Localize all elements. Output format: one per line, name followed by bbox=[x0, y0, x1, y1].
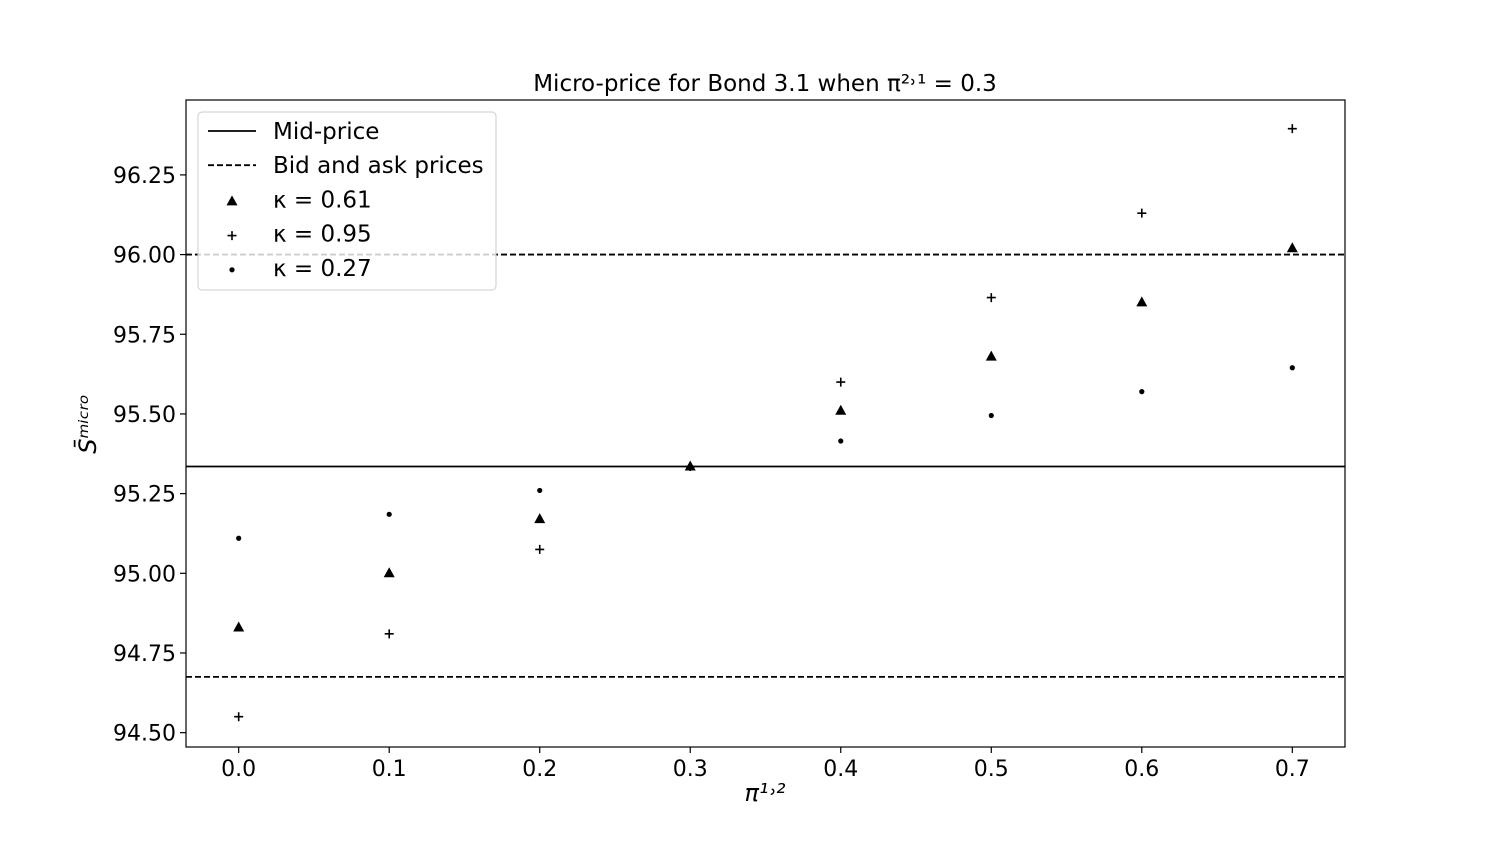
dot-marker bbox=[236, 535, 242, 541]
axes-frame bbox=[185, 99, 1346, 748]
plus-marker bbox=[1287, 124, 1297, 134]
x-axis: 0.0 0.1 0.2 0.3 0.4 0.5 0.6 0.7 bbox=[221, 747, 1310, 782]
triangle-marker bbox=[985, 350, 997, 361]
legend-label: κ = 0.61 bbox=[273, 187, 372, 213]
y-tick-label: 95.00 bbox=[113, 562, 176, 587]
legend-label: κ = 0.95 bbox=[273, 222, 372, 248]
plus-marker bbox=[986, 293, 996, 303]
y-tick-label: 96.00 bbox=[113, 244, 176, 269]
plus-marker bbox=[836, 377, 846, 387]
legend-box bbox=[197, 111, 497, 291]
dot-marker bbox=[1139, 389, 1145, 395]
plus-marker bbox=[234, 712, 244, 722]
triangle-marker bbox=[1286, 242, 1298, 253]
y-tick-label: 94.50 bbox=[113, 722, 176, 747]
dot-marker bbox=[988, 412, 994, 419]
y-tick-label: 95.25 bbox=[113, 483, 176, 508]
triangle-marker bbox=[383, 567, 395, 578]
legend: Mid-price Bid and ask prices κ = 0.61 κ = 0… bbox=[197, 111, 497, 291]
triangle-marker bbox=[1136, 296, 1148, 307]
x-tick-label: 0.5 bbox=[974, 757, 1009, 782]
y-tick-label: 95.75 bbox=[113, 323, 176, 348]
dot-marker bbox=[537, 487, 543, 494]
x-tick-label: 0.1 bbox=[372, 757, 407, 782]
y-axis: 94.50 94.75 95.00 95.25 95.50 95.75 96.00 96.25 bbox=[113, 164, 186, 747]
x-tick-label: 0.0 bbox=[221, 757, 256, 782]
legend-label: Bid and ask prices bbox=[273, 153, 484, 179]
plus-marker bbox=[1137, 208, 1147, 218]
triangle-marker bbox=[534, 513, 546, 524]
triangle-marker bbox=[835, 404, 847, 415]
dot-marker bbox=[838, 438, 844, 444]
x-tick-label: 0.2 bbox=[522, 757, 557, 782]
legend-swatch-dot bbox=[229, 267, 235, 273]
x-tick-label: 0.7 bbox=[1275, 757, 1310, 782]
legend-label: Mid-price bbox=[273, 119, 379, 145]
y-tick-label: 94.75 bbox=[113, 642, 176, 667]
plus-marker bbox=[535, 544, 545, 554]
x-axis-label: π¹˒² bbox=[744, 779, 785, 807]
legend-swatch-plus bbox=[227, 231, 237, 241]
chart-title: Micro-price for Bond 3.1 when π²˒¹ = 0.3 bbox=[533, 71, 997, 97]
y-tick-label: 96.25 bbox=[113, 164, 176, 189]
y-tick-label: 95.50 bbox=[113, 403, 176, 428]
x-tick-label: 0.4 bbox=[823, 757, 858, 782]
legend-label: κ = 0.27 bbox=[273, 256, 372, 282]
dot-marker bbox=[687, 463, 693, 470]
dot-marker bbox=[386, 511, 392, 517]
triangle-marker bbox=[233, 621, 245, 632]
plus-marker bbox=[384, 629, 394, 639]
legend-swatch-triangle bbox=[226, 195, 238, 206]
x-tick-label: 0.6 bbox=[1124, 757, 1159, 782]
y-axis-label: S̄ᵐⁱᶜʳᵒ bbox=[73, 394, 102, 454]
dot-marker bbox=[1289, 365, 1295, 371]
x-tick-label: 0.3 bbox=[673, 757, 708, 782]
